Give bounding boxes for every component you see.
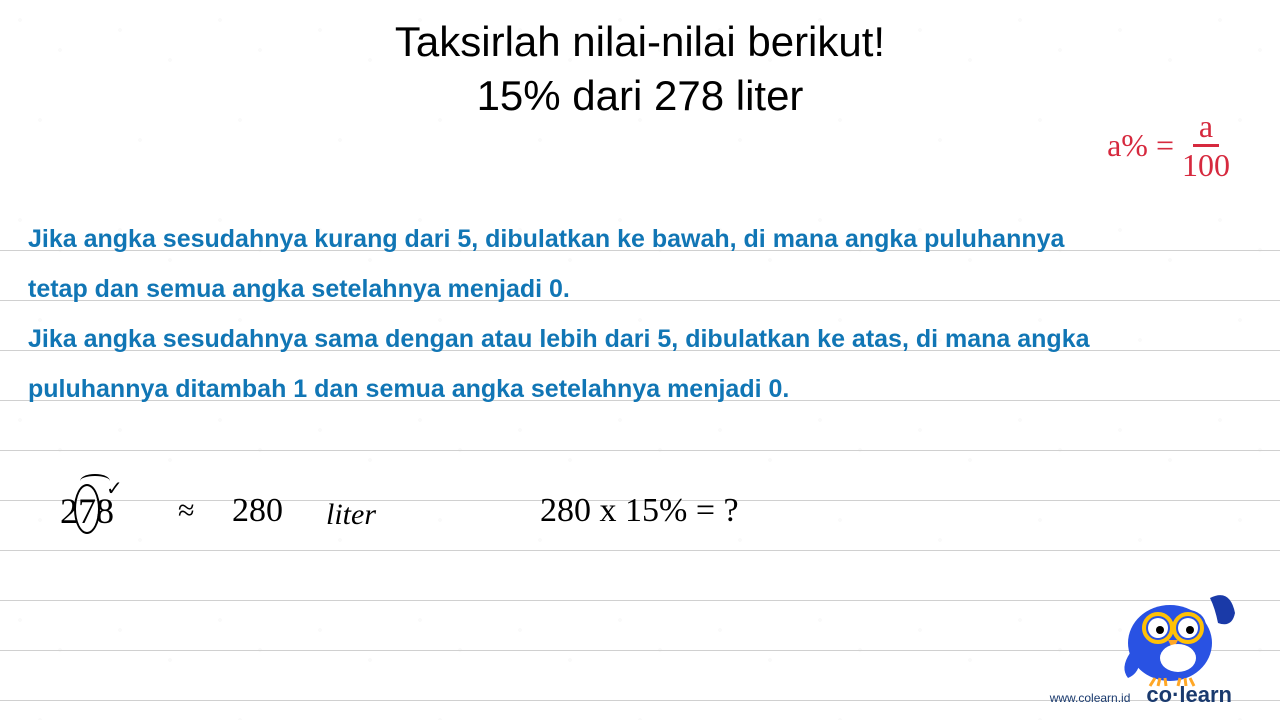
handwriting-check-mark: ✓ (106, 476, 123, 501)
footer-brand: co·learn (1146, 682, 1232, 708)
handwriting-rounded-value: 280 (232, 492, 283, 530)
handwriting-approx-symbol: ≈ (178, 494, 194, 528)
title-line-2: 15% dari 278 liter (0, 72, 1280, 120)
rule-line-2: tetap dan semua angka setelahnya menjadi… (28, 264, 1252, 314)
formula-lhs: a% (1107, 127, 1148, 164)
title-line-1: Taksirlah nilai-nilai berikut! (0, 18, 1280, 66)
ruled-line (0, 600, 1280, 601)
rule-line-3: Jika angka sesudahnya sama dengan atau l… (28, 314, 1252, 364)
formula-fraction: a 100 (1182, 110, 1230, 181)
formula-equals: = (1156, 127, 1174, 164)
handwriting-unit: liter (326, 498, 376, 532)
footer-url: www.colearn.id (1050, 691, 1131, 705)
formula-percent-definition: a% = a 100 (1107, 110, 1230, 181)
rule-line-1: Jika angka sesudahnya kurang dari 5, dib… (28, 214, 1252, 264)
ruled-line (0, 550, 1280, 551)
mascot-owl (1110, 578, 1240, 688)
ruled-line (0, 650, 1280, 651)
content-area: Taksirlah nilai-nilai berikut! 15% dari … (0, 0, 1280, 720)
handwriting-circled-digit: 7 (78, 490, 96, 532)
formula-numerator: a (1193, 110, 1219, 147)
rule-line-4: puluhannya ditambah 1 dan semua angka se… (28, 364, 1252, 414)
rules-text-block: Jika angka sesudahnya kurang dari 5, dib… (28, 214, 1252, 414)
footer: www.colearn.id co·learn (1050, 682, 1232, 708)
handwriting-calculation: 280 x 15% = ? (540, 492, 739, 530)
ruled-line (0, 450, 1280, 451)
formula-denominator: 100 (1182, 147, 1230, 181)
footer-brand-part2: learn (1179, 682, 1232, 707)
mascot-owl-svg (1110, 578, 1240, 688)
handwriting-original-number: ✓ 278 (60, 490, 114, 532)
footer-brand-part1: co (1146, 682, 1172, 707)
